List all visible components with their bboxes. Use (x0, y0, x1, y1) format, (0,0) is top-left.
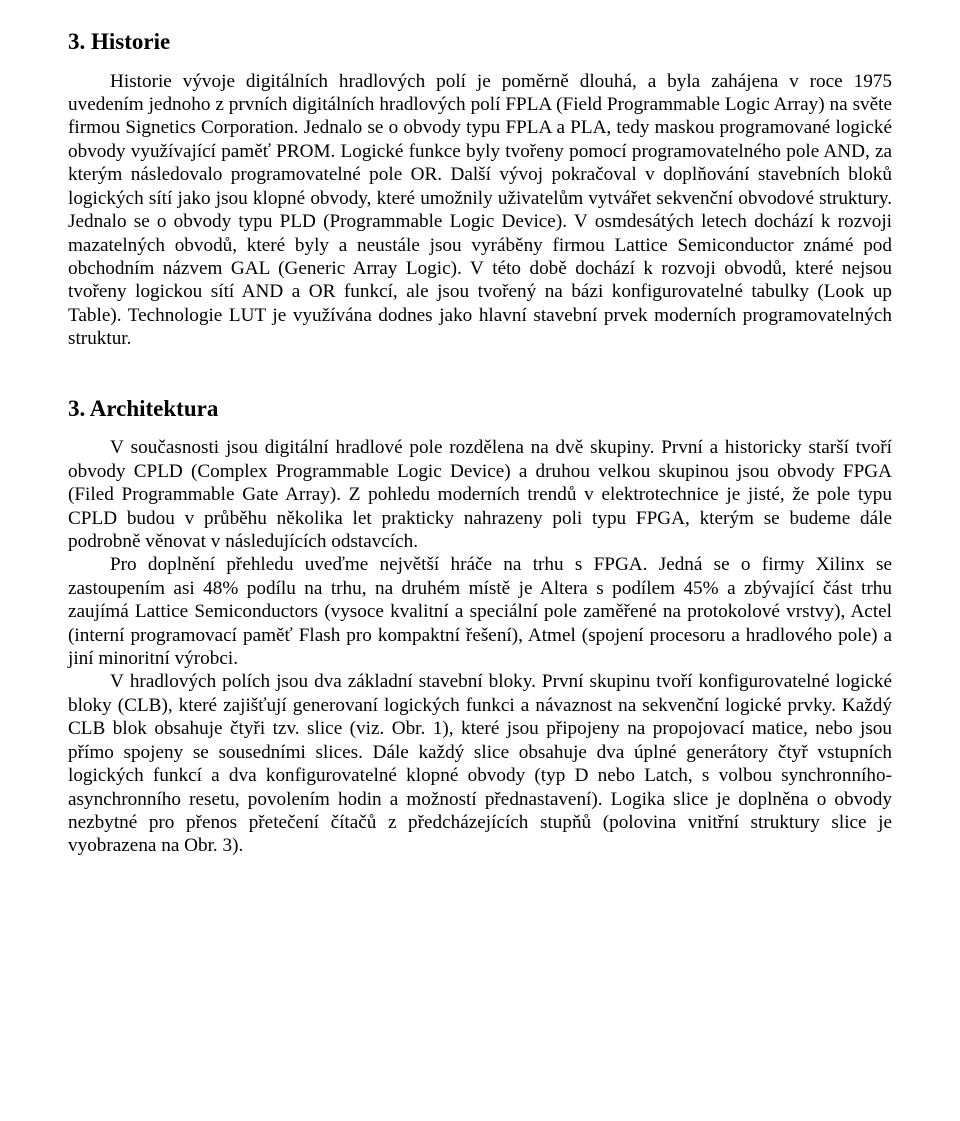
heading-architektura: 3. Architektura (68, 395, 892, 423)
paragraph-architektura-2: Pro doplnění přehledu uveďme největší hr… (68, 553, 892, 670)
paragraph-historie-1: Historie vývoje digitálních hradlových p… (68, 70, 892, 351)
document-page: 3. Historie Historie vývoje digitálních … (0, 0, 960, 1121)
paragraph-architektura-3: V hradlových polích jsou dva základní st… (68, 670, 892, 857)
heading-historie: 3. Historie (68, 28, 892, 56)
paragraph-architektura-1: V současnosti jsou digitální hradlové po… (68, 436, 892, 553)
